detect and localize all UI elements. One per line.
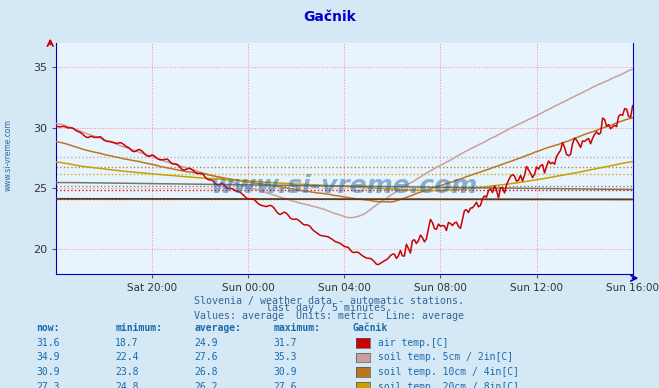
Text: soil temp. 5cm / 2in[C]: soil temp. 5cm / 2in[C] — [378, 352, 513, 362]
Text: 24.9: 24.9 — [194, 338, 218, 348]
Text: soil temp. 20cm / 8in[C]: soil temp. 20cm / 8in[C] — [378, 382, 519, 388]
Text: Slovenia / weather data - automatic stations.: Slovenia / weather data - automatic stat… — [194, 296, 465, 306]
Text: Gačnik: Gačnik — [353, 323, 387, 333]
Text: www.si-vreme.com: www.si-vreme.com — [211, 174, 478, 198]
Text: 26.2: 26.2 — [194, 382, 218, 388]
Text: 30.9: 30.9 — [273, 367, 297, 377]
Text: 27.6: 27.6 — [194, 352, 218, 362]
Text: last day / 5 minutes.: last day / 5 minutes. — [266, 303, 393, 314]
Text: 30.9: 30.9 — [36, 367, 60, 377]
Text: 27.6: 27.6 — [273, 382, 297, 388]
Text: soil temp. 10cm / 4in[C]: soil temp. 10cm / 4in[C] — [378, 367, 519, 377]
Text: 22.4: 22.4 — [115, 352, 139, 362]
Text: 23.8: 23.8 — [115, 367, 139, 377]
Text: 35.3: 35.3 — [273, 352, 297, 362]
Text: 31.7: 31.7 — [273, 338, 297, 348]
Text: maximum:: maximum: — [273, 323, 320, 333]
Text: air temp.[C]: air temp.[C] — [378, 338, 448, 348]
Text: 34.9: 34.9 — [36, 352, 60, 362]
Text: 31.6: 31.6 — [36, 338, 60, 348]
Text: www.si-vreme.com: www.si-vreme.com — [3, 119, 13, 191]
Text: now:: now: — [36, 323, 60, 333]
Text: 26.8: 26.8 — [194, 367, 218, 377]
Text: minimum:: minimum: — [115, 323, 162, 333]
Text: average:: average: — [194, 323, 241, 333]
Text: Gačnik: Gačnik — [303, 10, 356, 24]
Text: 24.8: 24.8 — [115, 382, 139, 388]
Text: 27.3: 27.3 — [36, 382, 60, 388]
Text: 18.7: 18.7 — [115, 338, 139, 348]
Text: Values: average  Units: metric  Line: average: Values: average Units: metric Line: aver… — [194, 311, 465, 321]
